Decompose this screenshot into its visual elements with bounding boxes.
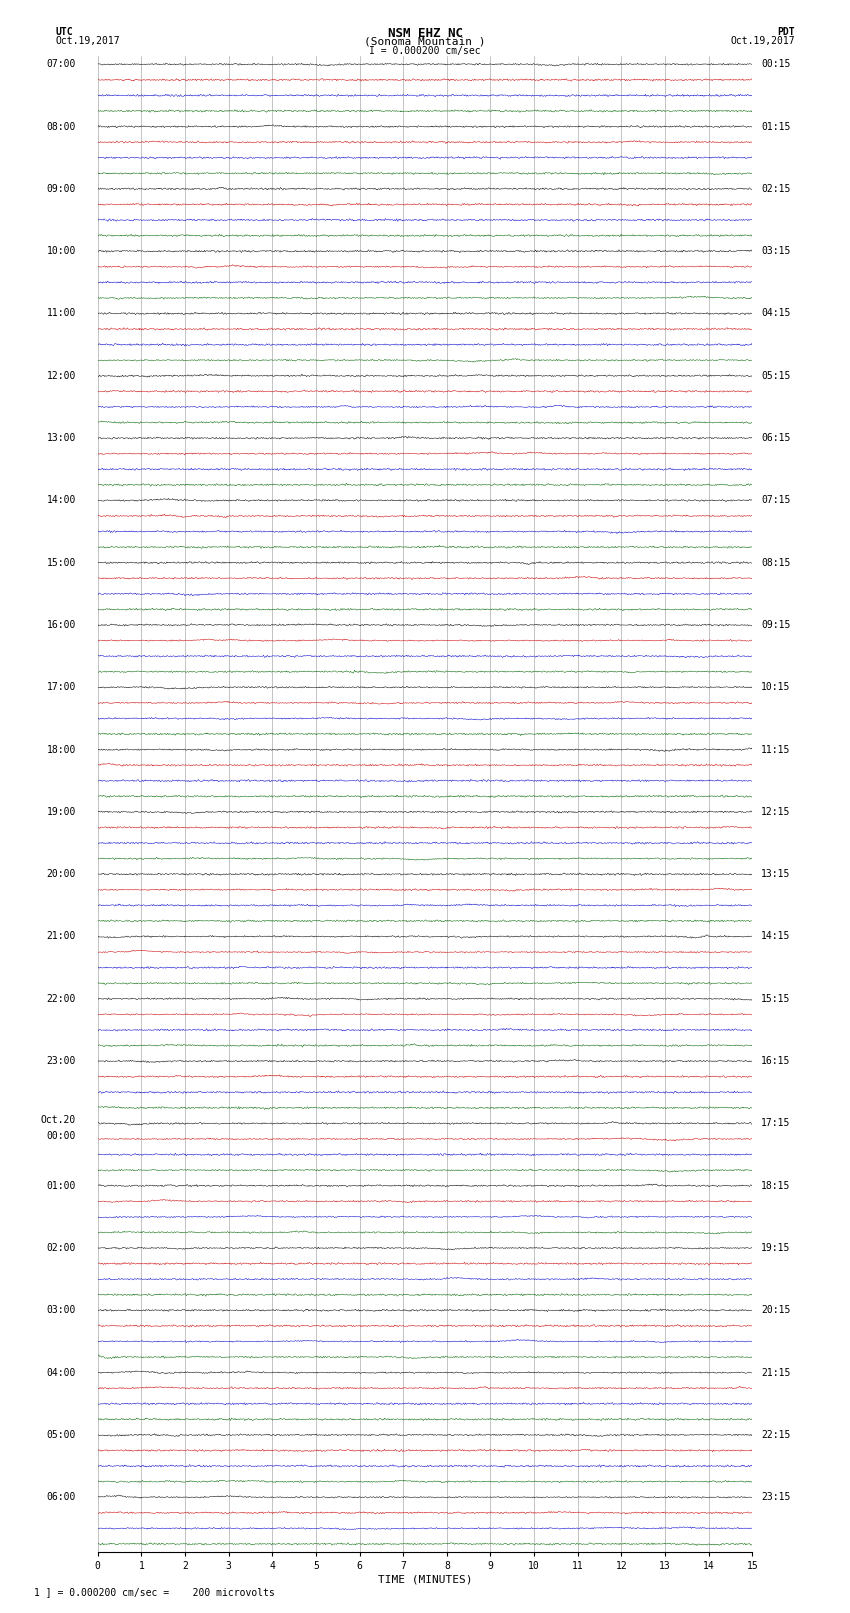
Text: Oct.19,2017: Oct.19,2017 (55, 37, 120, 47)
Text: 03:00: 03:00 (47, 1305, 76, 1315)
Text: 06:00: 06:00 (47, 1492, 76, 1502)
Text: 15:00: 15:00 (47, 558, 76, 568)
Text: 22:00: 22:00 (47, 994, 76, 1003)
Text: PDT: PDT (777, 26, 795, 37)
Text: 23:15: 23:15 (761, 1492, 790, 1502)
Text: 05:15: 05:15 (761, 371, 790, 381)
Text: 17:15: 17:15 (761, 1118, 790, 1129)
Text: 17:00: 17:00 (47, 682, 76, 692)
Text: 23:00: 23:00 (47, 1057, 76, 1066)
Text: (Sonoma Mountain ): (Sonoma Mountain ) (365, 37, 485, 47)
Text: 06:15: 06:15 (761, 432, 790, 444)
Text: 12:00: 12:00 (47, 371, 76, 381)
Text: 18:00: 18:00 (47, 745, 76, 755)
Text: 20:00: 20:00 (47, 869, 76, 879)
Text: 15:15: 15:15 (761, 994, 790, 1003)
Text: 20:15: 20:15 (761, 1305, 790, 1315)
Text: Oct.19,2017: Oct.19,2017 (730, 37, 795, 47)
Text: UTC: UTC (55, 26, 73, 37)
Text: 02:00: 02:00 (47, 1244, 76, 1253)
Text: NSM EHZ NC: NSM EHZ NC (388, 26, 462, 40)
Text: 03:15: 03:15 (761, 247, 790, 256)
Text: 19:00: 19:00 (47, 806, 76, 816)
Text: I = 0.000200 cm/sec: I = 0.000200 cm/sec (369, 45, 481, 56)
Text: 00:00: 00:00 (47, 1131, 76, 1140)
Text: 09:15: 09:15 (761, 619, 790, 631)
Text: 04:00: 04:00 (47, 1368, 76, 1378)
Text: 13:15: 13:15 (761, 869, 790, 879)
Text: 02:15: 02:15 (761, 184, 790, 194)
Text: 05:00: 05:00 (47, 1429, 76, 1440)
Text: 22:15: 22:15 (761, 1429, 790, 1440)
Text: 1 ] = 0.000200 cm/sec =    200 microvolts: 1 ] = 0.000200 cm/sec = 200 microvolts (34, 1587, 275, 1597)
X-axis label: TIME (MINUTES): TIME (MINUTES) (377, 1574, 473, 1586)
Text: 10:15: 10:15 (761, 682, 790, 692)
Text: 21:15: 21:15 (761, 1368, 790, 1378)
Text: Oct.20: Oct.20 (41, 1115, 76, 1126)
Text: 14:15: 14:15 (761, 931, 790, 942)
Text: 19:15: 19:15 (761, 1244, 790, 1253)
Text: 16:15: 16:15 (761, 1057, 790, 1066)
Text: 14:00: 14:00 (47, 495, 76, 505)
Text: 07:15: 07:15 (761, 495, 790, 505)
Text: 01:15: 01:15 (761, 121, 790, 132)
Text: 08:15: 08:15 (761, 558, 790, 568)
Text: 10:00: 10:00 (47, 247, 76, 256)
Text: 11:15: 11:15 (761, 745, 790, 755)
Text: 00:15: 00:15 (761, 60, 790, 69)
Text: 04:15: 04:15 (761, 308, 790, 318)
Text: 11:00: 11:00 (47, 308, 76, 318)
Text: 09:00: 09:00 (47, 184, 76, 194)
Text: 16:00: 16:00 (47, 619, 76, 631)
Text: 21:00: 21:00 (47, 931, 76, 942)
Text: 13:00: 13:00 (47, 432, 76, 444)
Text: 08:00: 08:00 (47, 121, 76, 132)
Text: 12:15: 12:15 (761, 806, 790, 816)
Text: 01:00: 01:00 (47, 1181, 76, 1190)
Text: 18:15: 18:15 (761, 1181, 790, 1190)
Text: 07:00: 07:00 (47, 60, 76, 69)
